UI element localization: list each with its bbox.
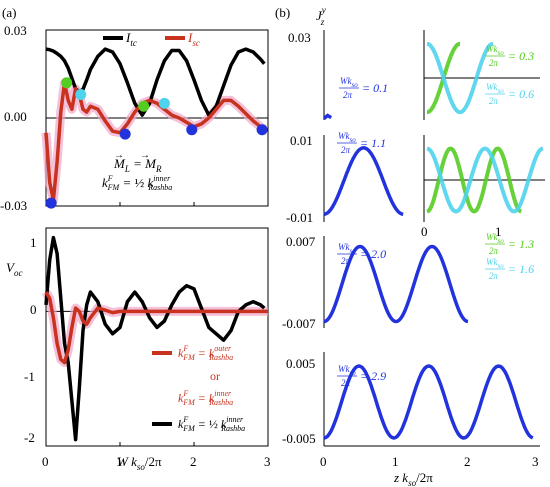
series-line-black [44,235,266,442]
annotation-0-6: Wkso 2π = 0.6 [486,82,534,106]
series-line-1.3 [426,146,523,214]
ytick-label: -1 [24,369,35,384]
data-marker [186,124,198,136]
legend-label-inner: kF FM = kinner Rashba [178,389,233,407]
ytick-label: -0.005 [282,431,316,446]
arrow-accent: → [114,150,124,161]
annotation-0-3: Wkso 2π = 0.3 [486,44,534,68]
xtick-label: 3 [532,454,539,469]
y-axis-label-jz: Jy z [316,5,326,27]
plot-b-4: 0.005 -0.005 Wkso 2π = 2.9 0 1 2 3 z kso/2… [282,352,540,487]
legend: Itc Isc [103,30,200,48]
xtick-label: 2 [464,454,471,469]
legend-label-isc: Isc [187,30,200,48]
ytick-label: 0.01 [290,133,313,148]
series-line-itc [45,47,266,117]
panel-b: Jy z 0.03 Wkso 2π = 0.1 Wkso 2π = 0.3 Wkso 2π =… [282,5,545,487]
x-axis-label-b: z kso/2π [393,470,433,487]
y-axis-label: Voc [6,260,22,278]
xtick-label: 0 [42,454,49,469]
ytick-label: 0.03 [288,30,311,45]
arrow-accent: → [140,150,150,161]
plot-b-2: 0.01 -0.01 Wkso 2π = 1.1 [286,131,405,225]
data-marker [119,128,131,140]
ytick-label: 0.005 [286,356,315,371]
xtick-label: 1 [495,224,502,239]
data-marker [256,124,268,136]
ytick-label: -0.007 [282,316,316,331]
legend-label-itc: Itc [125,30,137,48]
legend-label-half-inner: kF FM = ½ kinner Rashba [178,415,245,433]
data-marker [138,100,150,112]
series-line-1.1 [322,146,405,216]
series-line-red [44,291,268,365]
legend-label-outer: kF FM = kouter Rashba [178,344,233,362]
ytick-label: 0.00 [4,109,27,124]
plot-b-inset-mid: 0 1 Wkso 2π = 1.3 Wkso 2π = 1.6 [421,135,545,281]
annotation-2-0: Wkso 2π = 2.0 [338,242,386,266]
legend: kF FM = kouter Rashba or kF FM = kinner Rash… [152,344,245,433]
plot-a-bottom: 1 0 -1 -2 Voc kF FM = kouter Rashba or kF F… [6,227,271,472]
annotation-2-9: Wkso 2π = 2.9 [338,364,386,388]
series-line-2.9 [323,364,534,440]
series-line-1.6 [426,146,544,214]
series-line-2.0 [323,244,469,324]
ytick-label: -0.01 [286,210,313,225]
plot-a-top: 0.03 0.00 -0.03 Itc Isc ML = MR → → kF FM… [0,23,269,213]
data-marker [158,97,170,109]
ytick-label: -0.03 [0,198,27,213]
annotation-kfm: kF FM = ½ kinner Rashba [102,174,172,192]
panel-label-b: (b) [275,5,290,20]
ytick-label: 0 [30,302,37,317]
ytick-label: 0.03 [4,23,27,38]
series-line-isc [44,81,266,202]
annotation-1-3: Wkso 2π = 1.3 [486,232,534,256]
data-marker [45,197,57,209]
annotation-0-1: Wkso 2π = 0.1 [340,76,388,100]
series-line-0.1 [322,113,333,120]
x-axis-label: W kso/2π [117,454,162,472]
plot-b-3: 0.007 -0.007 Wkso 2π = 2.0 [282,234,469,331]
annotation-1-6: Wkso 2π = 1.6 [486,257,534,281]
xtick-label: 3 [264,454,271,469]
xtick-label: 1 [116,454,123,469]
legend-label-or: or [210,369,220,383]
xtick-label: 1 [392,454,399,469]
xtick-label: 0 [421,224,428,239]
xtick-label: 2 [190,454,197,469]
plot-b-1: 0.03 Wkso 2π = 0.1 [288,30,388,120]
data-marker [61,77,73,89]
series-line-0.6 [425,41,495,115]
ytick-label: 0.007 [286,234,316,249]
panel-label-a: (a) [2,5,16,20]
axes-frame [45,227,269,447]
xtick-label: 0 [320,454,327,469]
ytick-label: 1 [30,235,37,250]
annotation-1-1: Wkso 2π = 1.1 [338,131,386,155]
plot-b-inset-top: Wkso 2π = 0.3 Wkso 2π = 0.6 [423,30,540,120]
data-marker [75,89,87,101]
ytick-label: -2 [24,430,35,445]
